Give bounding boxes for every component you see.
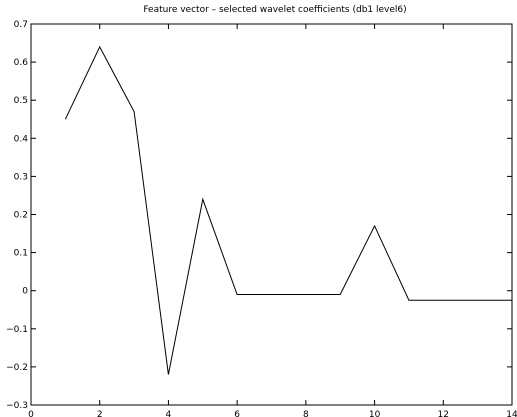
y-tick-label: 0.2 — [14, 211, 28, 221]
y-tick-label: 0.6 — [14, 58, 29, 68]
plot-frame — [30, 23, 513, 406]
y-tick-label: 0.5 — [14, 96, 28, 106]
y-axis: −0.3 −0.2 −0.1 0 0.1 0.2 0.3 0.4 0.5 0.6 0.7 — [6, 20, 512, 411]
x-tick-label: 10 — [369, 410, 381, 417]
x-tick-label: 8 — [303, 410, 309, 417]
x-tick-label: 12 — [438, 410, 449, 417]
y-tick-label: 0.3 — [14, 172, 28, 182]
y-tick-label: −0.3 — [6, 401, 28, 411]
y-tick-label: 0 — [22, 287, 28, 297]
series-line — [64, 45, 512, 375]
y-tick-label: 0.7 — [14, 20, 28, 30]
y-tick-label: 0.4 — [14, 134, 29, 144]
x-tick-label: 4 — [166, 410, 172, 417]
chart-title: Feature vector – selected wavelet coeffi… — [143, 5, 406, 15]
y-tick-label: −0.2 — [6, 363, 28, 373]
x-tick-label: 14 — [506, 410, 517, 417]
series-layer — [64, 45, 512, 375]
x-tick-label: 2 — [97, 410, 103, 417]
y-tick-label: 0.1 — [14, 249, 28, 259]
x-tick-label: 0 — [28, 410, 34, 417]
y-tick-label: −0.1 — [6, 325, 28, 335]
x-tick-label: 6 — [234, 410, 240, 417]
x-axis: 0 2 4 6 8 10 12 14 — [28, 24, 517, 417]
